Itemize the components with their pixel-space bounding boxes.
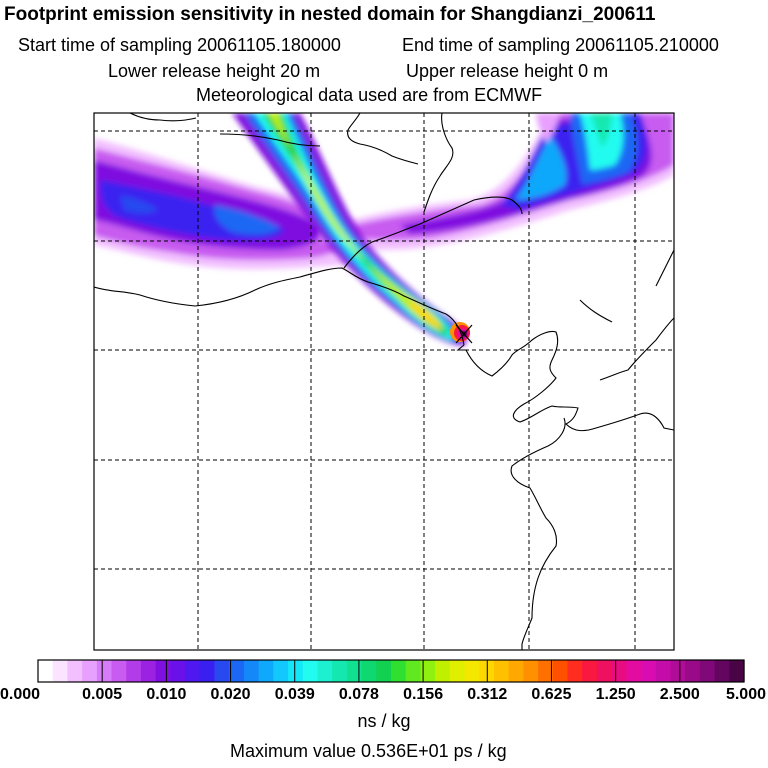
colorbar-tick-label: 0.020	[211, 686, 251, 703]
colorbar-swatch	[199, 660, 216, 682]
colorbar-swatch	[288, 660, 304, 682]
colorbar-swatch	[685, 660, 701, 682]
colorbar-tick-label: 0.156	[403, 686, 443, 703]
coastlines	[94, 113, 674, 650]
colorbar-swatch	[96, 660, 113, 682]
colorbar-swatch	[155, 660, 171, 682]
colorbar-swatch	[332, 660, 348, 682]
colorbar-swatch	[361, 660, 377, 682]
colorbar-swatch	[699, 660, 716, 682]
colorbar-swatch	[714, 660, 730, 682]
colorbar-swatch	[243, 660, 260, 682]
receptor-marker	[455, 324, 473, 344]
colorbar-swatch	[523, 660, 539, 682]
colorbar-swatch	[229, 660, 245, 682]
page-title: Footprint emission sensitivity in nested…	[4, 4, 656, 25]
colorbar-swatch	[596, 660, 613, 682]
colorbar-swatch	[567, 660, 583, 682]
colorbar-tick-label: 0.000	[0, 686, 40, 703]
colorbar-swatch	[420, 660, 436, 682]
max-value-label: Maximum value 0.536E+01 ps / kg	[230, 741, 507, 761]
colorbar-swatch	[52, 660, 69, 682]
colorbar-tick-label: 0.005	[82, 686, 122, 703]
colorbar-swatch	[405, 660, 422, 682]
colorbar-swatch	[729, 660, 745, 682]
colorbar	[38, 660, 745, 682]
plume-main-trajectory	[232, 113, 467, 346]
colorbar-swatch	[508, 660, 524, 682]
colorbar-swatch	[273, 660, 289, 682]
map-frame	[93, 112, 675, 651]
colorbar-swatch	[493, 660, 510, 682]
plume-west	[94, 138, 371, 270]
plume-east	[320, 113, 674, 250]
colorbar-tick-label: 5.000	[726, 686, 766, 703]
colorbar-ticks: 0.000 0.005 0.010 0.020 0.039 0.078 0.156 0.312…	[0, 660, 766, 703]
upper-release-height-label: Upper release height 0 m	[406, 61, 609, 81]
colorbar-swatch	[376, 660, 392, 682]
colorbar-swatch	[82, 660, 98, 682]
colorbar-swatch	[346, 660, 363, 682]
colorbar-swatch	[582, 660, 598, 682]
end-time-label: End time of sampling 20061105.210000	[402, 35, 719, 55]
colorbar-swatch	[449, 660, 466, 682]
colorbar-swatch	[435, 660, 451, 682]
colorbar-tick-label: 0.039	[275, 686, 315, 703]
colorbar-swatch	[185, 660, 201, 682]
colorbar-swatch	[111, 660, 127, 682]
colorbar-swatch	[38, 660, 54, 682]
start-time-label: Start time of sampling 20061105.180000	[18, 35, 341, 55]
colorbar-swatch	[655, 660, 672, 682]
colorbar-swatch	[140, 660, 157, 682]
colorbar-swatch	[626, 660, 642, 682]
colorbar-swatch	[126, 660, 142, 682]
colorbar-tick-label: 0.078	[339, 686, 379, 703]
colorbar-swatch	[214, 660, 230, 682]
colorbar-tick-label: 0.010	[146, 686, 186, 703]
colorbar-units-label: ns / kg	[357, 711, 411, 731]
colorbar-swatch	[538, 660, 554, 682]
map-area	[94, 113, 674, 650]
colorbar-swatch	[611, 660, 627, 682]
colorbar-swatch	[67, 660, 83, 682]
colorbar-swatch	[258, 660, 274, 682]
colorbar-tick-label: 2.500	[660, 686, 700, 703]
colorbar-swatch	[302, 660, 319, 682]
colorbar-swatch	[317, 660, 333, 682]
colorbar-swatch	[170, 660, 186, 682]
colorbar-tick-label: 1.250	[596, 686, 636, 703]
colorbar-tick-label: 0.625	[531, 686, 571, 703]
colorbar-swatch	[464, 660, 480, 682]
lower-release-height-label: Lower release height 20 m	[108, 61, 321, 81]
colorbar-swatch	[391, 660, 407, 682]
colorbar-swatch	[670, 660, 686, 682]
colorbar-tick-label: 0.312	[467, 686, 507, 703]
colorbar-swatch	[641, 660, 657, 682]
colorbar-swatch	[552, 660, 569, 682]
met-data-label: Meteorological data used are from ECMWF	[196, 85, 543, 105]
map-grid	[94, 113, 674, 650]
